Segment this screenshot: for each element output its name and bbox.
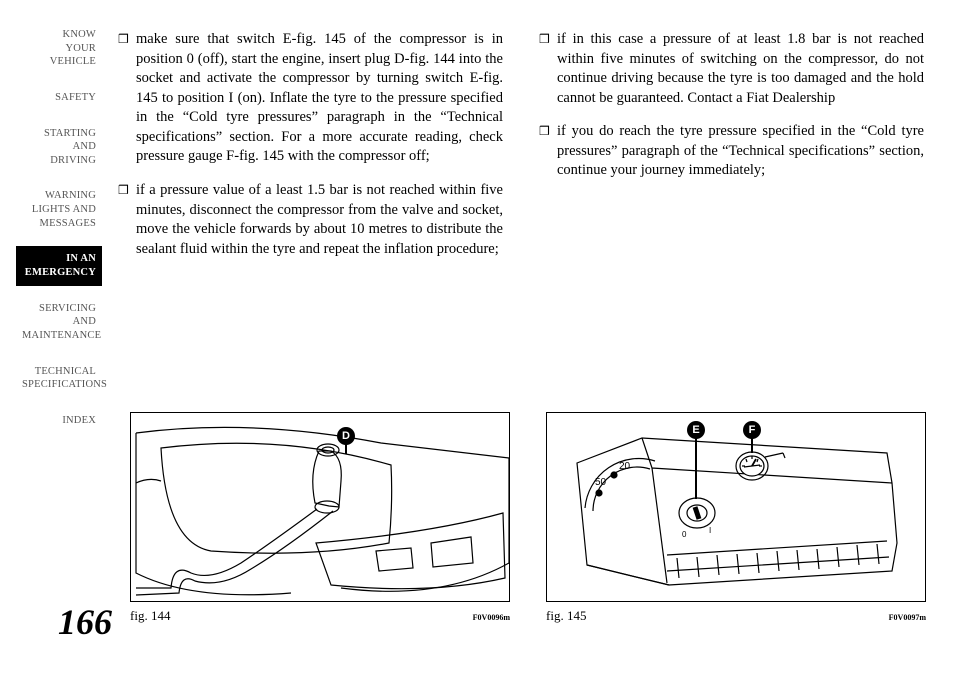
sidebar-item-label: INDEX — [62, 415, 96, 426]
figure-145-caption: fig. 145 — [546, 608, 586, 624]
bullet-item: ❒ if you do reach the tyre pressure spec… — [539, 122, 924, 181]
figures-row: D fig. 144 F0V0096m — [130, 412, 924, 624]
bullet-text: make sure that switch E-fig. 145 of the … — [136, 30, 503, 167]
sidebar-item-warning-lights[interactable]: WARNINGLIGHTS ANDMESSAGES — [16, 183, 102, 236]
sidebar-item-label: SERVICINGANDMAINTENANCE — [22, 303, 101, 341]
sidebar-item-safety[interactable]: SAFETY — [16, 85, 102, 111]
callout-f: F — [743, 421, 761, 439]
figure-144-code: F0V0096m — [473, 613, 510, 622]
bullet-item: ❒ if in this case a pressure of at least… — [539, 30, 924, 108]
bullet-mark-icon: ❒ — [118, 181, 136, 259]
svg-text:I: I — [709, 526, 711, 535]
figure-145-code: F0V0097m — [889, 613, 926, 622]
callout-d: D — [337, 427, 355, 445]
sidebar-item-label: SAFETY — [55, 92, 96, 103]
bullet-item: ❒ if a pressure value of a least 1.5 bar… — [118, 181, 503, 259]
right-column: ❒ if in this case a pressure of at least… — [539, 30, 924, 273]
figure-145-illustration: 20 50 0 I — [547, 413, 927, 603]
callout-line — [695, 437, 697, 499]
sidebar-item-index[interactable]: INDEX — [16, 408, 102, 434]
figure-144-box: D — [130, 412, 510, 602]
sidebar-item-emergency[interactable]: IN ANEMERGENCY — [16, 246, 102, 285]
bullet-mark-icon: ❒ — [539, 30, 557, 108]
sidebar-item-label: IN ANEMERGENCY — [25, 253, 96, 278]
bullet-text: if in this case a pressure of at least 1… — [557, 30, 924, 108]
sidebar-item-label: TECHNICALSPECIFICATIONS — [22, 366, 107, 391]
sidebar-item-know-vehicle[interactable]: KNOWYOURVEHICLE — [16, 22, 102, 75]
sidebar-nav: KNOWYOURVEHICLE SAFETY STARTINGANDDRIVIN… — [16, 22, 102, 444]
figure-145-caption-row: fig. 145 F0V0097m — [546, 608, 926, 624]
bullet-mark-icon: ❒ — [539, 122, 557, 181]
bullet-text: if you do reach the tyre pressure specif… — [557, 122, 924, 181]
sidebar-item-starting-driving[interactable]: STARTINGANDDRIVING — [16, 121, 102, 174]
sidebar-item-technical-specs[interactable]: TECHNICALSPECIFICATIONS — [16, 359, 102, 398]
sidebar-item-label: KNOWYOURVEHICLE — [50, 29, 96, 67]
content-area: ❒ make sure that switch E-fig. 145 of th… — [118, 30, 924, 273]
callout-line — [345, 444, 347, 454]
svg-text:0: 0 — [682, 530, 687, 539]
figure-144: D fig. 144 F0V0096m — [130, 412, 510, 624]
page-number: 166 — [58, 601, 112, 643]
bullet-text: if a pressure value of a least 1.5 bar i… — [136, 181, 503, 259]
sidebar-item-label: STARTINGANDDRIVING — [44, 128, 96, 166]
figure-145: 20 50 0 I — [546, 412, 926, 624]
left-column: ❒ make sure that switch E-fig. 145 of th… — [118, 30, 503, 273]
callout-e: E — [687, 421, 705, 439]
figure-145-box: 20 50 0 I — [546, 412, 926, 602]
svg-text:50: 50 — [595, 477, 607, 488]
page: KNOWYOURVEHICLE SAFETY STARTINGANDDRIVIN… — [0, 0, 954, 673]
callout-line — [751, 437, 753, 453]
figure-144-caption: fig. 144 — [130, 608, 170, 624]
figure-144-caption-row: fig. 144 F0V0096m — [130, 608, 510, 624]
bullet-item: ❒ make sure that switch E-fig. 145 of th… — [118, 30, 503, 167]
bullet-mark-icon: ❒ — [118, 30, 136, 167]
sidebar-item-label: WARNINGLIGHTS ANDMESSAGES — [32, 190, 96, 228]
svg-text:20: 20 — [619, 461, 631, 472]
figure-144-illustration — [131, 413, 511, 603]
sidebar-item-servicing[interactable]: SERVICINGANDMAINTENANCE — [16, 296, 102, 349]
